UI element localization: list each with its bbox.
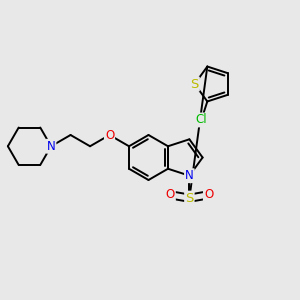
Text: O: O (105, 128, 114, 142)
Text: N: N (47, 140, 56, 153)
Text: N: N (185, 169, 194, 182)
Text: O: O (204, 188, 213, 201)
Text: Cl: Cl (196, 113, 207, 127)
Text: S: S (190, 77, 199, 91)
Text: S: S (185, 192, 194, 205)
Text: O: O (166, 188, 175, 201)
